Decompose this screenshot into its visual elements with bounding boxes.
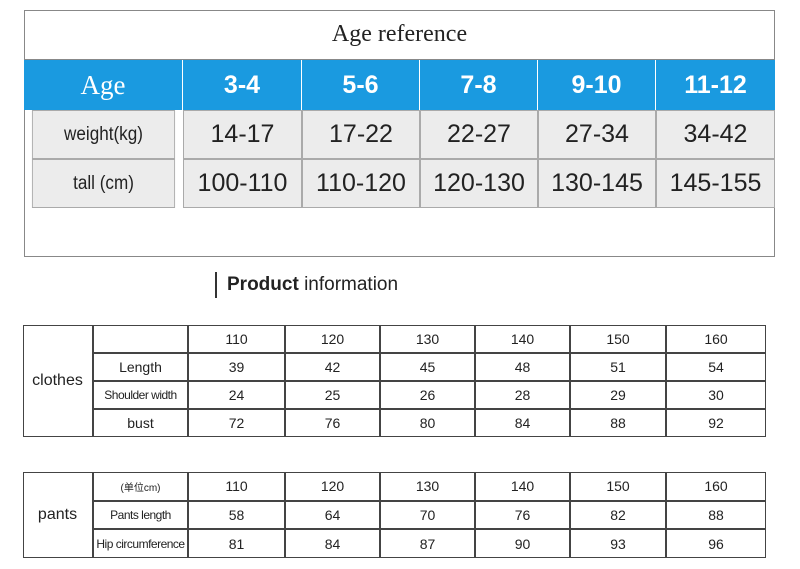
clothes_table-cell: 51 [570,353,666,381]
heading-bar [215,272,217,298]
clothes_table-cell: 45 [380,353,475,381]
pants_table-size: 110 [188,472,285,501]
age-cell: 130-145 [538,159,656,208]
pants_table-unit: (单位cm) [93,472,188,501]
pants_table-size: 130 [380,472,475,501]
clothes_table-cell: 88 [570,409,666,437]
age-cell: 17-22 [302,110,420,159]
clothes_table-size: 110 [188,325,285,353]
clothes_table-cell: 80 [380,409,475,437]
age-cell: 145-155 [656,159,775,208]
pants_table-cell: 81 [188,529,285,559]
age-header-cell: 3-4 [183,60,302,110]
pants_table-cell: 88 [666,500,766,530]
age-cell: 100-110 [183,159,302,208]
clothes_table-cell: 30 [666,381,766,409]
clothes_table-cell: 29 [570,381,666,409]
clothes_table-cell: Length [93,353,188,381]
clothes_table-size: 140 [475,325,570,353]
pants_table-size: 160 [666,472,766,501]
age-cell: weight(kg) [31,110,176,159]
clothes_table-cell: 42 [285,353,380,381]
age-header-cell: Age [24,60,183,110]
clothes_table-blank [93,325,188,353]
clothes_table-cell: 72 [188,409,285,437]
age-header-cell: 7-8 [420,60,538,110]
clothes_table-cell: 92 [666,409,766,437]
pants_table-cell: 82 [570,500,666,530]
clothes_table-cell: 26 [380,381,475,409]
clothes_table-cell: 84 [475,409,570,437]
pants_table-size: 150 [570,472,666,501]
age-cell: tall (cm) [31,159,176,208]
pants_table-cell: 76 [475,500,570,530]
heading-rest: information [304,274,399,295]
pants_table-cell: 70 [380,500,475,530]
clothes_table-cell: 54 [666,353,766,381]
clothes_table-cell: 25 [285,381,380,409]
pants_table-cell: Pants length [93,500,188,530]
clothes_table-cell: 28 [475,381,570,409]
clothes_table-size: 150 [570,325,666,353]
clothes_table-size: 130 [380,325,475,353]
heading-bold: Product [227,274,299,295]
pants_table-size: 120 [285,472,380,501]
clothes_table-size: 160 [666,325,766,353]
clothes_table-cell: 39 [188,353,285,381]
clothes_table-label: clothes [23,325,93,437]
pants_table-label: pants [23,472,93,559]
heading: Product information [227,274,398,296]
clothes_table-cell: Shoulder width [93,381,188,409]
clothes_table-size: 120 [285,325,380,353]
age-cell: 110-120 [302,159,420,208]
age-cell: 34-42 [656,110,775,159]
clothes_table-cell: 24 [188,381,285,409]
pants_table-cell: 64 [285,500,380,530]
pants_table-cell: 90 [475,529,570,559]
pants_table-cell: 96 [666,529,766,559]
pants_table-cell: 58 [188,500,285,530]
age-cell: 14-17 [183,110,302,159]
age-cell: 27-34 [538,110,656,159]
age-header-cell: 9-10 [538,60,656,110]
clothes_table-cell: bust [93,409,188,437]
pants_table-size: 140 [475,472,570,501]
clothes_table-cell: 48 [475,353,570,381]
pants_table-cell: 84 [285,529,380,559]
age-header-cell: 11-12 [656,60,775,110]
clothes_table-cell: 76 [285,409,380,437]
age-title: Age reference [24,10,775,60]
age-header-cell: 5-6 [302,60,420,110]
pants_table-cell: 93 [570,529,666,559]
age-cell: 120-130 [420,159,538,208]
age-cell: 22-27 [420,110,538,159]
pants_table-cell: 87 [380,529,475,559]
pants_table-cell: Hip circumference [93,529,188,559]
